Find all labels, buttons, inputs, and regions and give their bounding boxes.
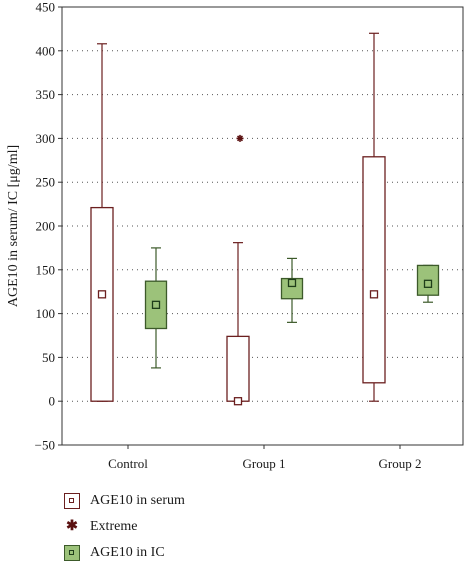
legend-swatch-ic [64,545,80,561]
box-serum [90,43,114,402]
y-tick-label: 300 [36,131,56,146]
box-plot-chart: −50 0 50 100 150 200 250 300 350 400 450 Control Gr… [6,0,464,471]
y-axis-title: AGE10 in serum/ IC [μg/ml] [6,145,21,307]
y-axis-ticks: −50 0 50 100 150 200 250 300 350 400 450 [35,0,62,453]
box-iqr [280,277,304,300]
box-series [90,32,440,406]
grid-lines [62,50,463,402]
box-ic [280,257,304,323]
y-tick-label: 350 [36,87,56,102]
y-tick-label: 200 [36,219,56,234]
legend-label-serum: AGE10 in serum [90,493,185,508]
x-axis-ticks: Control Group 1 Group 2 [108,445,421,471]
median-marker [287,278,297,288]
legend-label-extreme: Extreme [90,519,138,534]
box-serum [226,134,250,406]
legend-swatch-serum [64,493,80,509]
y-tick-label: 150 [36,262,56,277]
y-tick-label: 250 [36,175,56,190]
x-tick-label: Group 2 [379,456,422,471]
box-iqr [362,156,386,384]
median-marker [97,290,107,299]
box-serum [362,32,386,402]
legend-item-serum: AGE10 in serum [64,488,185,514]
median-marker [423,279,433,288]
box-ic [416,264,440,303]
legend-label-ic: AGE10 in IC [90,545,165,560]
y-tick-label: 0 [49,394,56,409]
asterisk-icon: ✱ [66,519,78,534]
y-tick-label: 50 [42,350,55,365]
y-tick-label: 450 [36,0,56,15]
plot-frame [61,6,464,446]
y-tick-label: 400 [36,43,56,58]
legend-item-extreme: ✱ Extreme [64,514,185,540]
box-ic [144,247,168,369]
x-tick-label: Control [108,456,148,471]
box-iqr [226,335,250,402]
median-marker [233,397,243,406]
legend-item-ic: AGE10 in IC [64,540,185,566]
x-tick-label: Group 1 [243,456,286,471]
median-marker [151,300,161,309]
box-iqr [90,206,114,402]
median-marker [369,290,379,299]
extreme-point [236,134,244,142]
legend: AGE10 in serum ✱ Extreme AGE10 in IC [64,488,185,566]
y-tick-label: −50 [35,438,55,453]
y-tick-label: 100 [36,306,56,321]
